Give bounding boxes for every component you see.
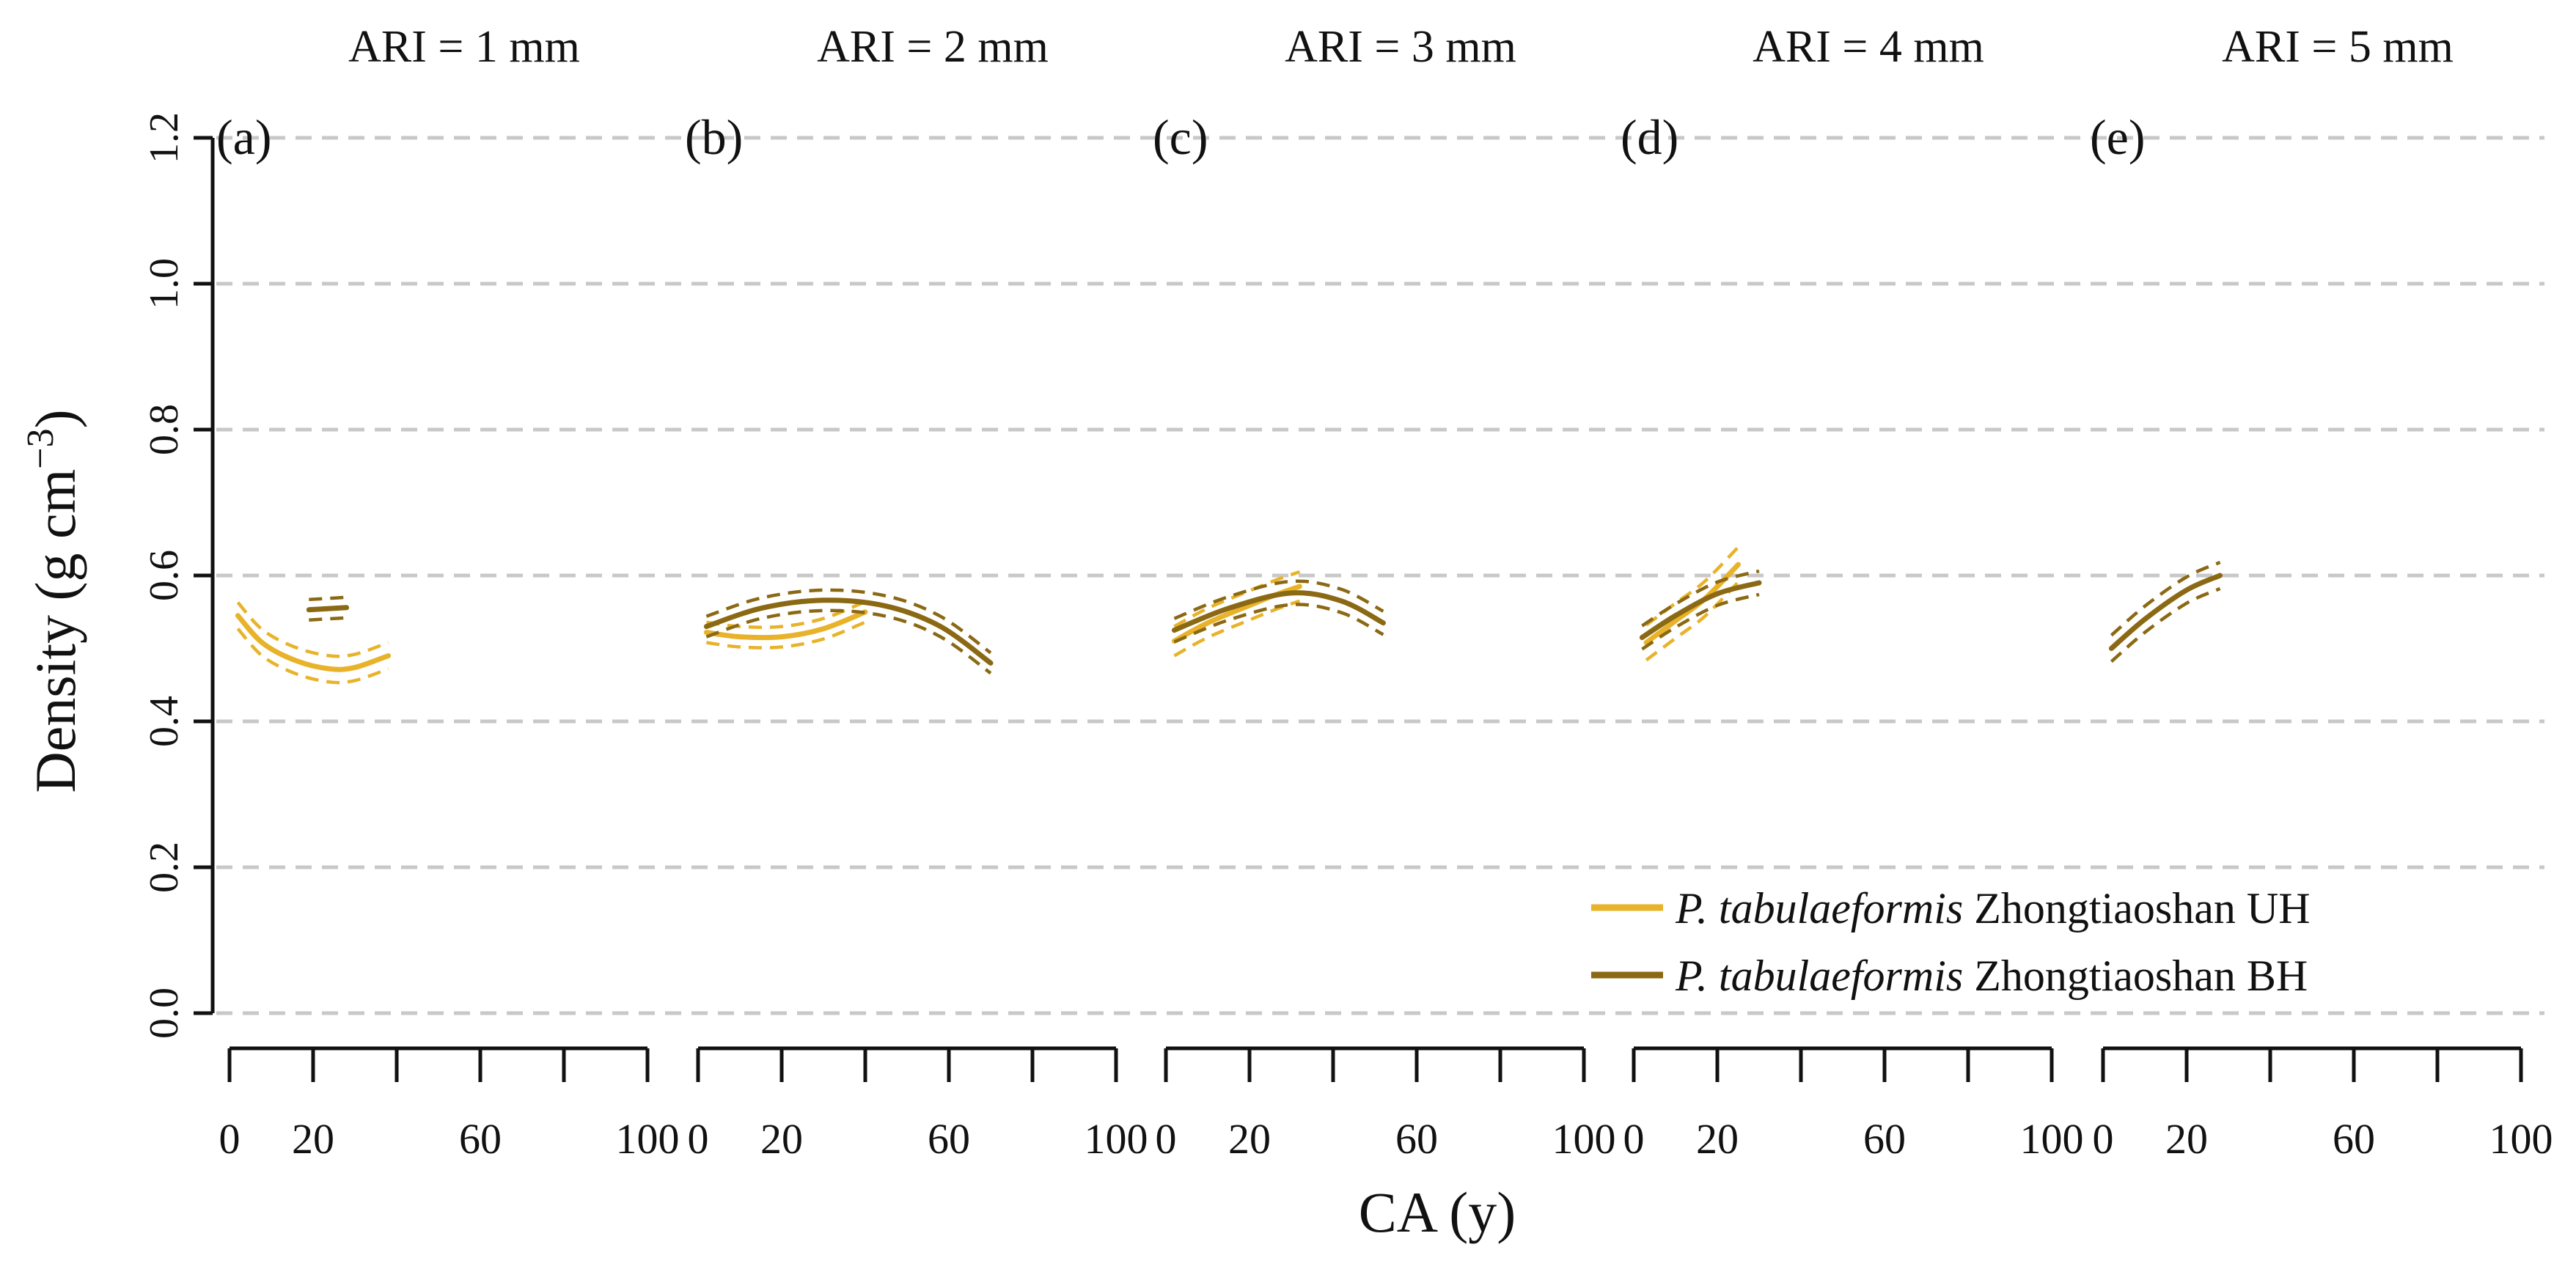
x-tick-label-5-100: 100 [2489, 1115, 2553, 1163]
y-axis-label-close: ) [23, 409, 87, 428]
panel-5-bh-fit-line [2108, 573, 2223, 651]
panel-4-bh-ci-upper [1641, 569, 1760, 628]
panel-title-4: ARI = 4 mm [1753, 22, 1984, 72]
x-tick-label-1-20: 20 [292, 1115, 334, 1163]
x-axis-label: CA (y) [1359, 1180, 1516, 1244]
panel-3-bh-fit-line [1171, 590, 1386, 633]
x-tick-label-1-0: 0 [219, 1115, 241, 1163]
legend-site-bh: Zhongtiaoshan BH [1963, 952, 2308, 1000]
panel-5-bh-ci-lower [2110, 586, 2221, 663]
gridlines [216, 136, 2544, 1015]
panel-1-bh-fit-line [306, 605, 350, 613]
x-tick-label-3-100: 100 [1552, 1115, 1616, 1163]
panel-4-bh-ci-lower [1641, 592, 1760, 651]
x-tick-label-1-60: 60 [459, 1115, 502, 1163]
legend-site-uh: Zhongtiaoshan UH [1963, 884, 2310, 933]
panel-2-bh-ci-lower [705, 608, 992, 675]
x-tick-label-2-100: 100 [1085, 1115, 1148, 1163]
x-axes: 0 20 60 100 0 20 60 100 0 20 60 100 0 20 60 100 0 20 60 100 [219, 1046, 2553, 1163]
panel-2-uh-fit-line [703, 609, 868, 641]
y-axis-label-base: Density (g cm [23, 469, 87, 793]
legend-label-uh: P. tabulaeformis Zhongtiaoshan UH [1675, 884, 2311, 933]
y-tick-label-0.8: 0.8 [142, 404, 187, 455]
y-tick-label-1.2: 1.2 [142, 112, 187, 163]
panel-titles: ARI = 1 mm (a) ARI = 2 mm (b) ARI = 3 mm (c) A… [216, 22, 2454, 165]
panel-2-uh-ci-upper [706, 600, 866, 629]
y-axis-label: Density (g cm−3) [20, 409, 87, 792]
legend-species-uh: P. tabulaeformis [1675, 884, 1963, 933]
legend: P. tabulaeformis Zhongtiaoshan UH P. tab… [1591, 884, 2311, 1000]
panel-1-uh-ci-lower [236, 628, 389, 685]
panel-letter-4: (d) [1621, 109, 1678, 165]
x-tick-label-2-20: 20 [760, 1115, 803, 1163]
y-tick-label-0.6: 0.6 [142, 550, 187, 601]
x-tick-label-3-60: 60 [1395, 1115, 1438, 1163]
panel-title-3: ARI = 3 mm [1285, 22, 1516, 72]
panel-title-2: ARI = 2 mm [817, 22, 1049, 72]
x-tick-label-3-0: 0 [1156, 1115, 1177, 1163]
panel-3-uh-ci-upper [1173, 570, 1301, 628]
y-tick-label-1.0: 1.0 [142, 258, 187, 309]
x-tick-label-3-20: 20 [1228, 1115, 1271, 1163]
legend-label-bh: P. tabulaeformis Zhongtiaoshan BH [1675, 952, 2308, 1000]
panel-1-uh-fit-line [235, 613, 392, 672]
y-axis: 0.0 0.2 0.4 0.6 0.8 1.0 1.2 [142, 112, 215, 1039]
x-tick-label-5-0: 0 [2093, 1115, 2114, 1163]
series-lines [235, 545, 2223, 685]
y-axis-label-exponent: −3 [20, 428, 62, 468]
panel-2-uh-ci-lower [706, 620, 866, 650]
x-tick-label-2-0: 0 [688, 1115, 709, 1163]
panel-1-uh-ci-upper [236, 601, 389, 658]
x-tick-label-5-60: 60 [2333, 1115, 2375, 1163]
panel-4-bh-fit-line [1639, 580, 1762, 641]
panel-letter-1: (a) [216, 109, 271, 165]
panel-title-1: ARI = 1 mm [348, 22, 580, 72]
panel-2-bh-fit-line [703, 597, 994, 666]
x-tick-label-4-60: 60 [1863, 1115, 1906, 1163]
panel-letter-3: (c) [1153, 109, 1208, 165]
panel-1-bh-ci-upper [309, 595, 347, 602]
panel-5-bh-ci-upper [2110, 561, 2221, 637]
panel-title-5: ARI = 5 mm [2222, 22, 2454, 72]
panel-3-bh-ci-upper [1173, 579, 1384, 620]
x-tick-label-4-0: 0 [1623, 1115, 1645, 1163]
legend-species-bh: P. tabulaeformis [1675, 952, 1963, 1000]
x-tick-label-5-20: 20 [2165, 1115, 2208, 1163]
panel-1-bh-ci-lower [309, 616, 347, 622]
y-tick-label-0.2: 0.2 [142, 842, 187, 893]
x-tick-label-2-60: 60 [928, 1115, 970, 1163]
y-tick-label-0.0: 0.0 [142, 987, 187, 1039]
panel-letter-2: (b) [685, 109, 743, 165]
panel-letter-5: (e) [2090, 109, 2145, 165]
x-tick-label-4-20: 20 [1696, 1115, 1739, 1163]
x-tick-label-1-100: 100 [616, 1115, 680, 1163]
y-tick-label-0.4: 0.4 [142, 696, 187, 747]
panel-2-bh-ci-upper [705, 588, 992, 655]
x-tick-label-4-100: 100 [2020, 1115, 2084, 1163]
